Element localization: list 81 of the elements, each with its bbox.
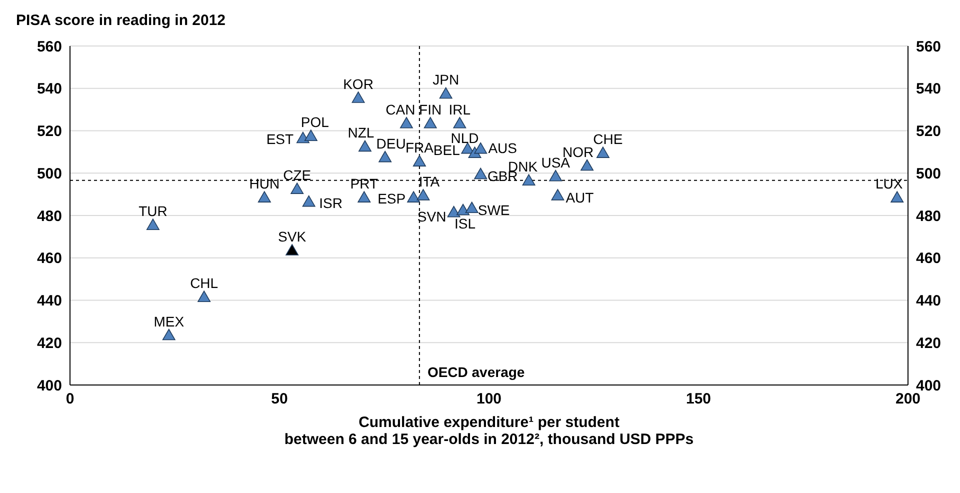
y2-tick-label: 440 [916,292,942,310]
series-label: FRA [405,140,434,156]
point [358,140,372,152]
series-label: EST [266,131,294,148]
point [400,116,413,128]
point [522,174,536,186]
x-axis-title: Cumulative expenditure¹ per student between 6 and 15 year-olds in 2012², thousand USD PPPs [284,414,694,448]
series-label: DEU [376,135,406,152]
series-label: TUR [138,203,168,220]
x-tick-label: 0 [66,390,74,408]
ref-line-label: OECD average [427,364,525,380]
y-tick-label: 420 [36,334,62,352]
series-label: CAN [386,101,416,118]
chart-title: PISA score in reading in 2012 [16,12,226,29]
series-label: CZE [283,167,312,184]
x-tick-label: 100 [476,390,502,408]
point [580,159,594,171]
point [474,168,488,180]
y-tick-label: 540 [36,80,62,98]
point [352,92,365,103]
series-label: CHL [190,275,218,292]
point [290,182,304,194]
x-tick-label: 150 [686,390,712,408]
y2-tick-label: 540 [916,80,942,98]
y-tick-label: 520 [36,123,62,140]
series-label: ISR [319,194,342,211]
point [474,142,488,154]
point [378,150,392,162]
y2-tick-label: 520 [916,123,942,140]
series-label: SVN [417,208,446,224]
series-label: JPN [432,72,460,88]
point [465,202,478,214]
y-tick-label: 560 [36,38,62,56]
point [302,195,316,207]
series-label: IRL [448,101,471,118]
y-tick-label: 440 [36,292,62,310]
point [453,116,466,128]
point [358,191,371,202]
series-label: ITA [418,173,440,190]
point [456,204,470,216]
series-label: LUX [875,176,904,192]
point [416,189,430,200]
series-label: FIN [419,101,442,118]
y-tick-label: 460 [36,250,62,268]
point [549,170,562,182]
y2-tick-label: 420 [916,334,942,352]
point [407,191,420,202]
point [551,189,564,200]
series-label: POL [300,114,330,130]
series-label: SWE [478,202,510,218]
series-label: ESP [378,190,406,207]
point [146,218,160,230]
point [304,130,318,142]
series-label: CHE [593,131,623,148]
point [447,206,460,218]
point [890,191,904,202]
series-label: KOR [343,76,374,92]
series-label: MEX [154,313,185,330]
series-label: AUS [488,140,518,156]
y2-tick-label: 500 [916,165,942,182]
series-label: SVK [278,228,307,245]
point [596,146,610,158]
series-label: PRT [350,176,378,192]
point [424,116,437,128]
point [258,191,271,202]
point [439,87,452,99]
y-tick-label: 480 [36,208,62,225]
y2-tick-label: 460 [916,250,942,268]
y2-tick-label: 480 [916,208,942,225]
series-label: NZL [348,124,374,141]
point [162,328,176,340]
y-tick-label: 400 [36,377,62,394]
series-label: AUT [566,189,594,206]
point [412,155,426,166]
series-label: HUN [249,176,280,192]
point [198,290,211,302]
series-label: ISL [454,215,476,232]
point [286,244,299,256]
y2-tick-label: 560 [916,38,942,56]
y-tick-label: 500 [36,165,62,182]
x-tick-label: 50 [271,390,288,408]
